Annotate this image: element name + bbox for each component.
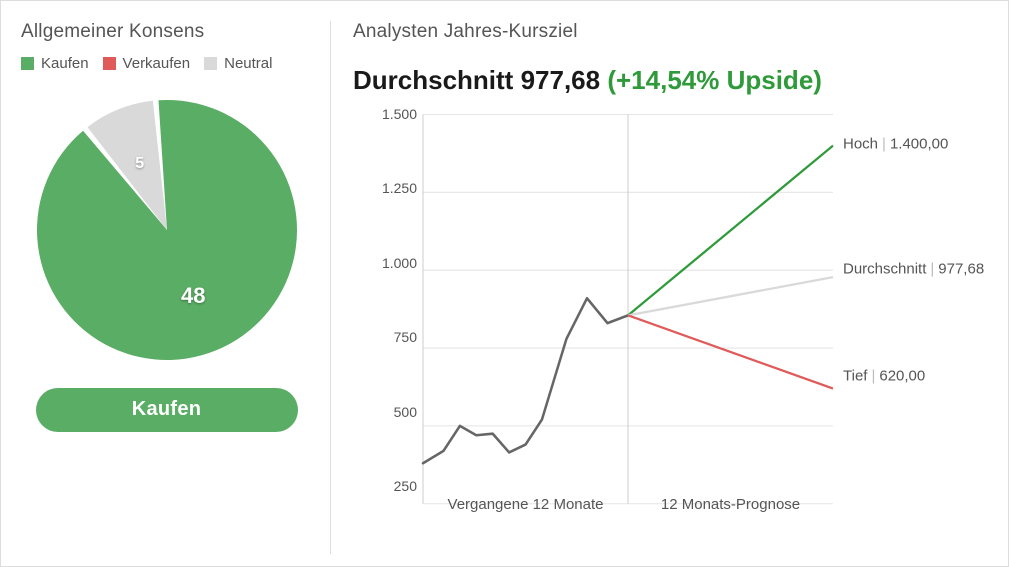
headline-prefix: Durchschnitt (353, 65, 513, 95)
legend-label-buy: Kaufen (41, 55, 89, 72)
projection-label-low: Tief|620,00 (843, 367, 925, 384)
legend-swatch-neutral (204, 57, 217, 70)
price-target-panel: Analysten Jahres-Kursziel Durchschnitt 9… (331, 21, 996, 554)
y-tick-label: 1.500 (361, 106, 417, 122)
consensus-title: Allgemeiner Konsens (21, 21, 312, 43)
headline-value: 977,68 (521, 65, 601, 95)
projection-svg (353, 104, 993, 554)
price-target-headline: Durchschnitt 977,68 (+14,54% Upside) (353, 65, 996, 96)
buy-button[interactable]: Kaufen (36, 388, 298, 432)
history-line (423, 298, 628, 463)
y-tick-label: 500 (361, 404, 417, 420)
x-category-label: 12 Monats-Prognose (661, 496, 800, 513)
y-tick-label: 750 (361, 329, 417, 345)
legend-item-buy: Kaufen (21, 55, 89, 72)
consensus-panel: Allgemeiner Konsens Kaufen Verkaufen Neu… (21, 21, 331, 554)
legend-label-sell: Verkaufen (123, 55, 191, 72)
projection-chart: 250 500 750 1.000 1.250 1.500 Vergangene 12 Mo… (353, 104, 993, 554)
legend-swatch-buy (21, 57, 34, 70)
dashboard-container: Allgemeiner Konsens Kaufen Verkaufen Neu… (0, 0, 1009, 567)
projection-line-avg (628, 277, 833, 315)
legend-swatch-sell (103, 57, 116, 70)
projection-line-high (628, 146, 833, 316)
headline-upside: (+14,54% Upside) (607, 65, 822, 95)
legend-item-neutral: Neutral (204, 55, 272, 72)
y-tick-label: 250 (361, 478, 417, 494)
projection-label-avg: Durchschnitt|977,68 (843, 261, 984, 278)
consensus-legend: Kaufen Verkaufen Neutral (21, 55, 312, 72)
legend-item-sell: Verkaufen (103, 55, 191, 72)
x-category-label: Vergangene 12 Monate (448, 496, 604, 513)
consensus-pie: 48 5 (37, 100, 297, 360)
price-target-title: Analysten Jahres-Kursziel (353, 21, 996, 43)
projection-line-low (628, 315, 833, 388)
projection-label-high: Hoch|1.400,00 (843, 135, 948, 152)
pie-slice-label: 48 (181, 283, 205, 309)
y-tick-label: 1.250 (361, 180, 417, 196)
pie-svg (37, 100, 297, 360)
pie-slice-label: 5 (135, 155, 144, 173)
legend-label-neutral: Neutral (224, 55, 272, 72)
y-tick-label: 1.000 (361, 255, 417, 271)
